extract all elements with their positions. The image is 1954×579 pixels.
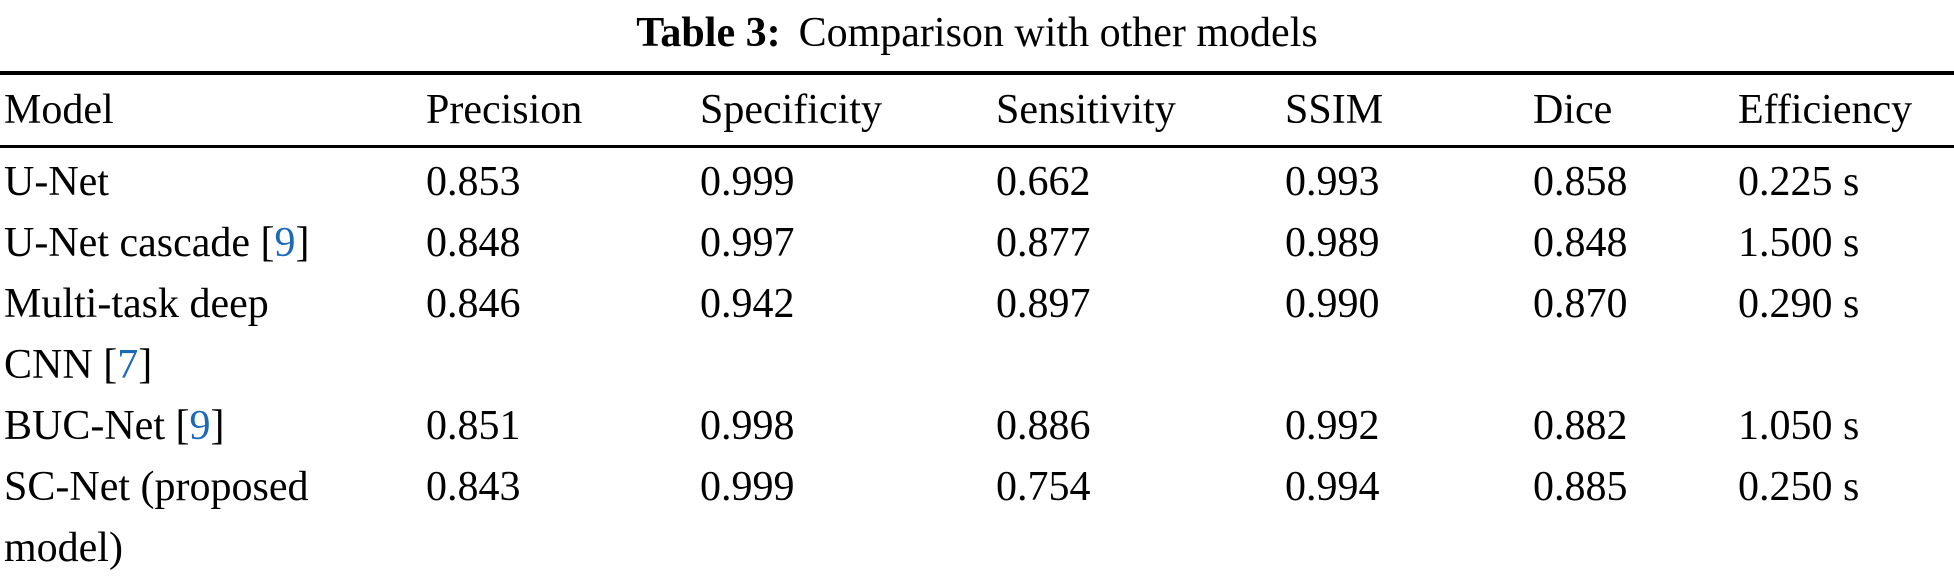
citation-bracket-close: ] xyxy=(295,220,310,266)
specificity-cell: 0.942 xyxy=(700,281,795,327)
specificity-cell: 0.999 xyxy=(700,464,795,510)
model-name: SC-Net (proposed xyxy=(4,464,309,510)
dice-cell: 0.885 xyxy=(1533,464,1628,510)
citation-bracket-close: ] xyxy=(138,342,153,388)
table-caption: Table 3: Comparison with other models xyxy=(0,0,1954,71)
header-row: Model Precision Specificity Sensitivity … xyxy=(0,73,1954,148)
column-header-ssim: SSIM xyxy=(1285,73,1533,148)
table-header: Model Precision Specificity Sensitivity … xyxy=(0,73,1954,148)
model-name: BUC-Net xyxy=(4,403,165,449)
sensitivity-cell: 0.877 xyxy=(996,220,1091,266)
dice-cell: 0.858 xyxy=(1533,159,1628,205)
precision-cell: 0.846 xyxy=(426,281,521,327)
ssim-cell: 0.990 xyxy=(1285,281,1380,327)
column-header-model: Model xyxy=(0,73,426,148)
column-header-efficiency: Efficiency xyxy=(1738,73,1954,148)
column-header-sensitivity: Sensitivity xyxy=(996,73,1285,148)
table-caption-text: Comparison with other models xyxy=(798,9,1318,56)
citation-link[interactable]: 7 xyxy=(117,342,139,388)
sensitivity-cell: 0.662 xyxy=(996,159,1091,205)
citation-link[interactable]: 9 xyxy=(274,220,296,266)
ssim-cell: 0.989 xyxy=(1285,220,1380,266)
specificity-cell: 0.997 xyxy=(700,220,795,266)
citation-bracket-close: ] xyxy=(210,403,225,449)
dice-cell: 0.848 xyxy=(1533,220,1628,266)
table-row: U-Net 0.853 0.999 0.662 0.993 0.858 0.225 s xyxy=(0,147,1954,214)
column-header-dice: Dice xyxy=(1533,73,1738,148)
precision-cell: 0.848 xyxy=(426,220,521,266)
efficiency-cell: 0.250 s xyxy=(1738,464,1860,510)
citation-bracket-open: [ xyxy=(165,403,190,449)
model-name: U-Net xyxy=(4,159,109,205)
citation-link[interactable]: 9 xyxy=(189,403,211,449)
specificity-cell: 0.999 xyxy=(700,159,795,205)
model-cell: SC-Net (proposed model) xyxy=(0,457,426,579)
table-row: BUC-Net [9] 0.851 0.998 0.886 0.992 0.882 1.05… xyxy=(0,396,1954,457)
model-name: Multi-task deep xyxy=(4,281,269,327)
dice-cell: 0.882 xyxy=(1533,403,1628,449)
column-header-specificity: Specificity xyxy=(700,73,996,148)
model-cell: U-Net xyxy=(0,147,426,214)
ssim-cell: 0.992 xyxy=(1285,403,1380,449)
precision-cell: 0.843 xyxy=(426,464,521,510)
precision-cell: 0.851 xyxy=(426,403,521,449)
table-caption-label: Table 3: xyxy=(636,9,781,56)
model-cell: BUC-Net [9] xyxy=(0,396,426,457)
citation-bracket-open: [ xyxy=(92,342,118,388)
specificity-cell: 0.998 xyxy=(700,403,795,449)
table-row: SC-Net (proposed model) 0.843 0.999 0.754 0.9… xyxy=(0,457,1954,579)
model-name: CNN xyxy=(4,342,93,388)
comparison-table: Model Precision Specificity Sensitivity … xyxy=(0,71,1954,579)
sensitivity-cell: 0.886 xyxy=(996,403,1091,449)
ssim-cell: 0.994 xyxy=(1285,464,1380,510)
model-name: U-Net cascade xyxy=(4,220,251,266)
efficiency-cell: 0.290 s xyxy=(1738,281,1860,327)
dice-cell: 0.870 xyxy=(1533,281,1628,327)
efficiency-cell: 0.225 s xyxy=(1738,159,1860,205)
precision-cell: 0.853 xyxy=(426,159,521,205)
table-body: U-Net 0.853 0.999 0.662 0.993 0.858 0.225 s U-N… xyxy=(0,147,1954,579)
table-row: U-Net cascade [9] 0.848 0.997 0.877 0.989 0.8… xyxy=(0,213,1954,274)
sensitivity-cell: 0.897 xyxy=(996,281,1091,327)
table-row: Multi-task deep CNN [7] 0.846 0.942 0.897 0.9… xyxy=(0,274,1954,396)
model-name: model) xyxy=(4,525,123,571)
model-cell: Multi-task deep CNN [7] xyxy=(0,274,426,396)
column-header-precision: Precision xyxy=(426,73,700,148)
sensitivity-cell: 0.754 xyxy=(996,464,1091,510)
model-cell: U-Net cascade [9] xyxy=(0,213,426,274)
ssim-cell: 0.993 xyxy=(1285,159,1380,205)
efficiency-cell: 1.050 s xyxy=(1738,403,1860,449)
citation-bracket-open: [ xyxy=(250,220,275,266)
efficiency-cell: 1.500 s xyxy=(1738,220,1860,266)
